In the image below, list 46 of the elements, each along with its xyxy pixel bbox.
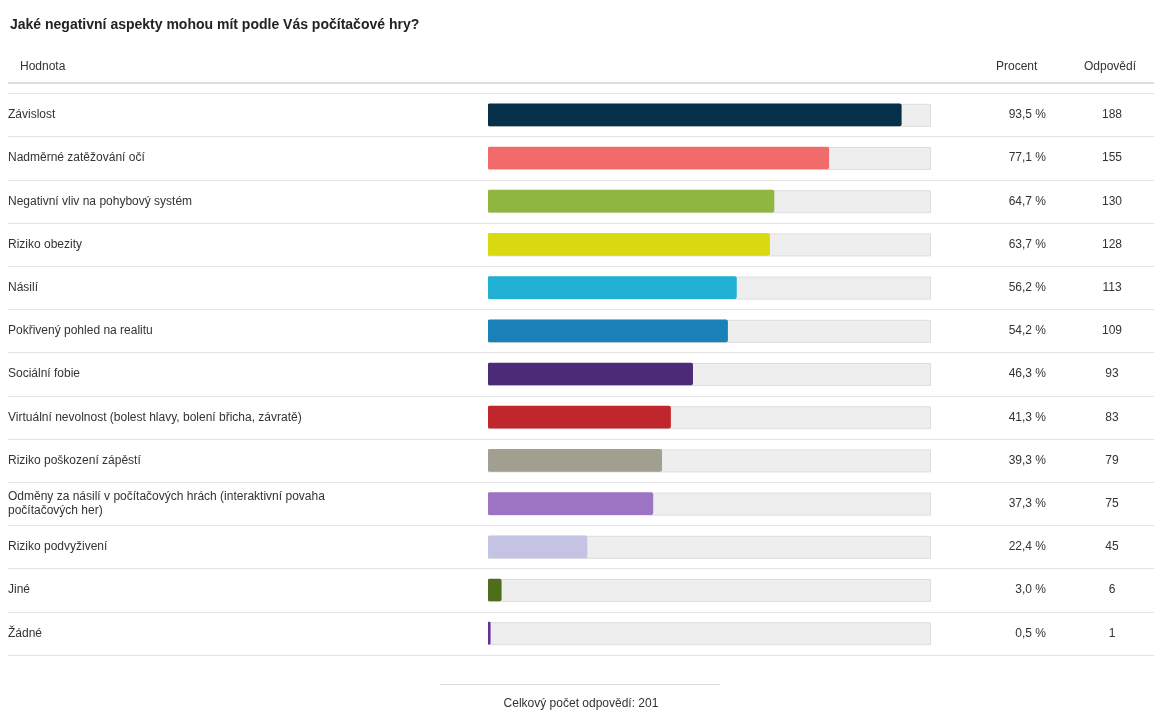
data-label: 46,3 % (1008, 366, 1047, 381)
text: 188 (1101, 107, 1123, 122)
y-tick-label: Závislost (8, 107, 57, 122)
data-label: 37,3 % (1008, 495, 1047, 510)
text: 155 (1101, 150, 1123, 165)
text: Celkový počet odpovědí: 201 (502, 696, 660, 710)
text: 75 (1105, 495, 1119, 510)
text: 130 (1101, 193, 1123, 208)
y-tick-label: Násilí (8, 279, 39, 294)
data-label: 0,5 % (1015, 625, 1047, 640)
y-tick-label: Odměny za násilí v počítačových hrách (interaktivní povaha počítačových her) (8, 488, 326, 518)
data-label: 64,7 % (1008, 193, 1047, 208)
text: 93 (1105, 366, 1119, 381)
text: 113 (1102, 279, 1122, 294)
y-tick-label: Riziko podvyživení (8, 539, 109, 554)
text: Odpovědí (1084, 59, 1137, 73)
text: 83 (1105, 409, 1119, 424)
y-tick-label: Jiné (8, 582, 31, 597)
data-label: 77,1 % (1008, 150, 1047, 165)
data-label: 41,3 % (1008, 409, 1047, 424)
text: 45 (1105, 539, 1119, 554)
data-label: 93,5 % (1008, 107, 1047, 122)
data-label: 22,4 % (1008, 539, 1047, 554)
y-tick-label: Negativní vliv na pohybový systém (8, 193, 193, 208)
data-label: 3,0 % (1015, 582, 1047, 597)
y-tick-label: Sociální fobie (8, 366, 81, 381)
text: Hodnota (20, 59, 66, 73)
text: Jaké negativní aspekty mohou mít podle Vás počítačové hry? (10, 16, 420, 32)
y-tick-label: Riziko obezity (8, 236, 83, 251)
text: 1 (1108, 625, 1116, 640)
data-label: 54,2 % (1008, 323, 1047, 338)
text: 109 (1101, 323, 1123, 338)
y-tick-label: Pokřivený pohled na realitu (8, 323, 153, 338)
text: 79 (1105, 452, 1119, 467)
data-label: 56,2 % (1008, 279, 1047, 294)
data-label: 39,3 % (1008, 452, 1047, 467)
data-label: 63,7 % (1008, 236, 1047, 251)
y-tick-label: Virtuální nevolnost (bolest hlavy, bolení břicha, závratě) (8, 409, 302, 424)
bar (488, 578, 502, 602)
y-tick-label: Žádné (8, 624, 43, 640)
text: 128 (1101, 236, 1123, 251)
y-tick-label: Nadměrné zatěžování očí (8, 150, 146, 165)
y-tick-label: Riziko poškození zápěstí (8, 452, 142, 467)
text: 6 (1108, 582, 1116, 597)
text: Procent (996, 59, 1038, 73)
bar (488, 535, 588, 559)
